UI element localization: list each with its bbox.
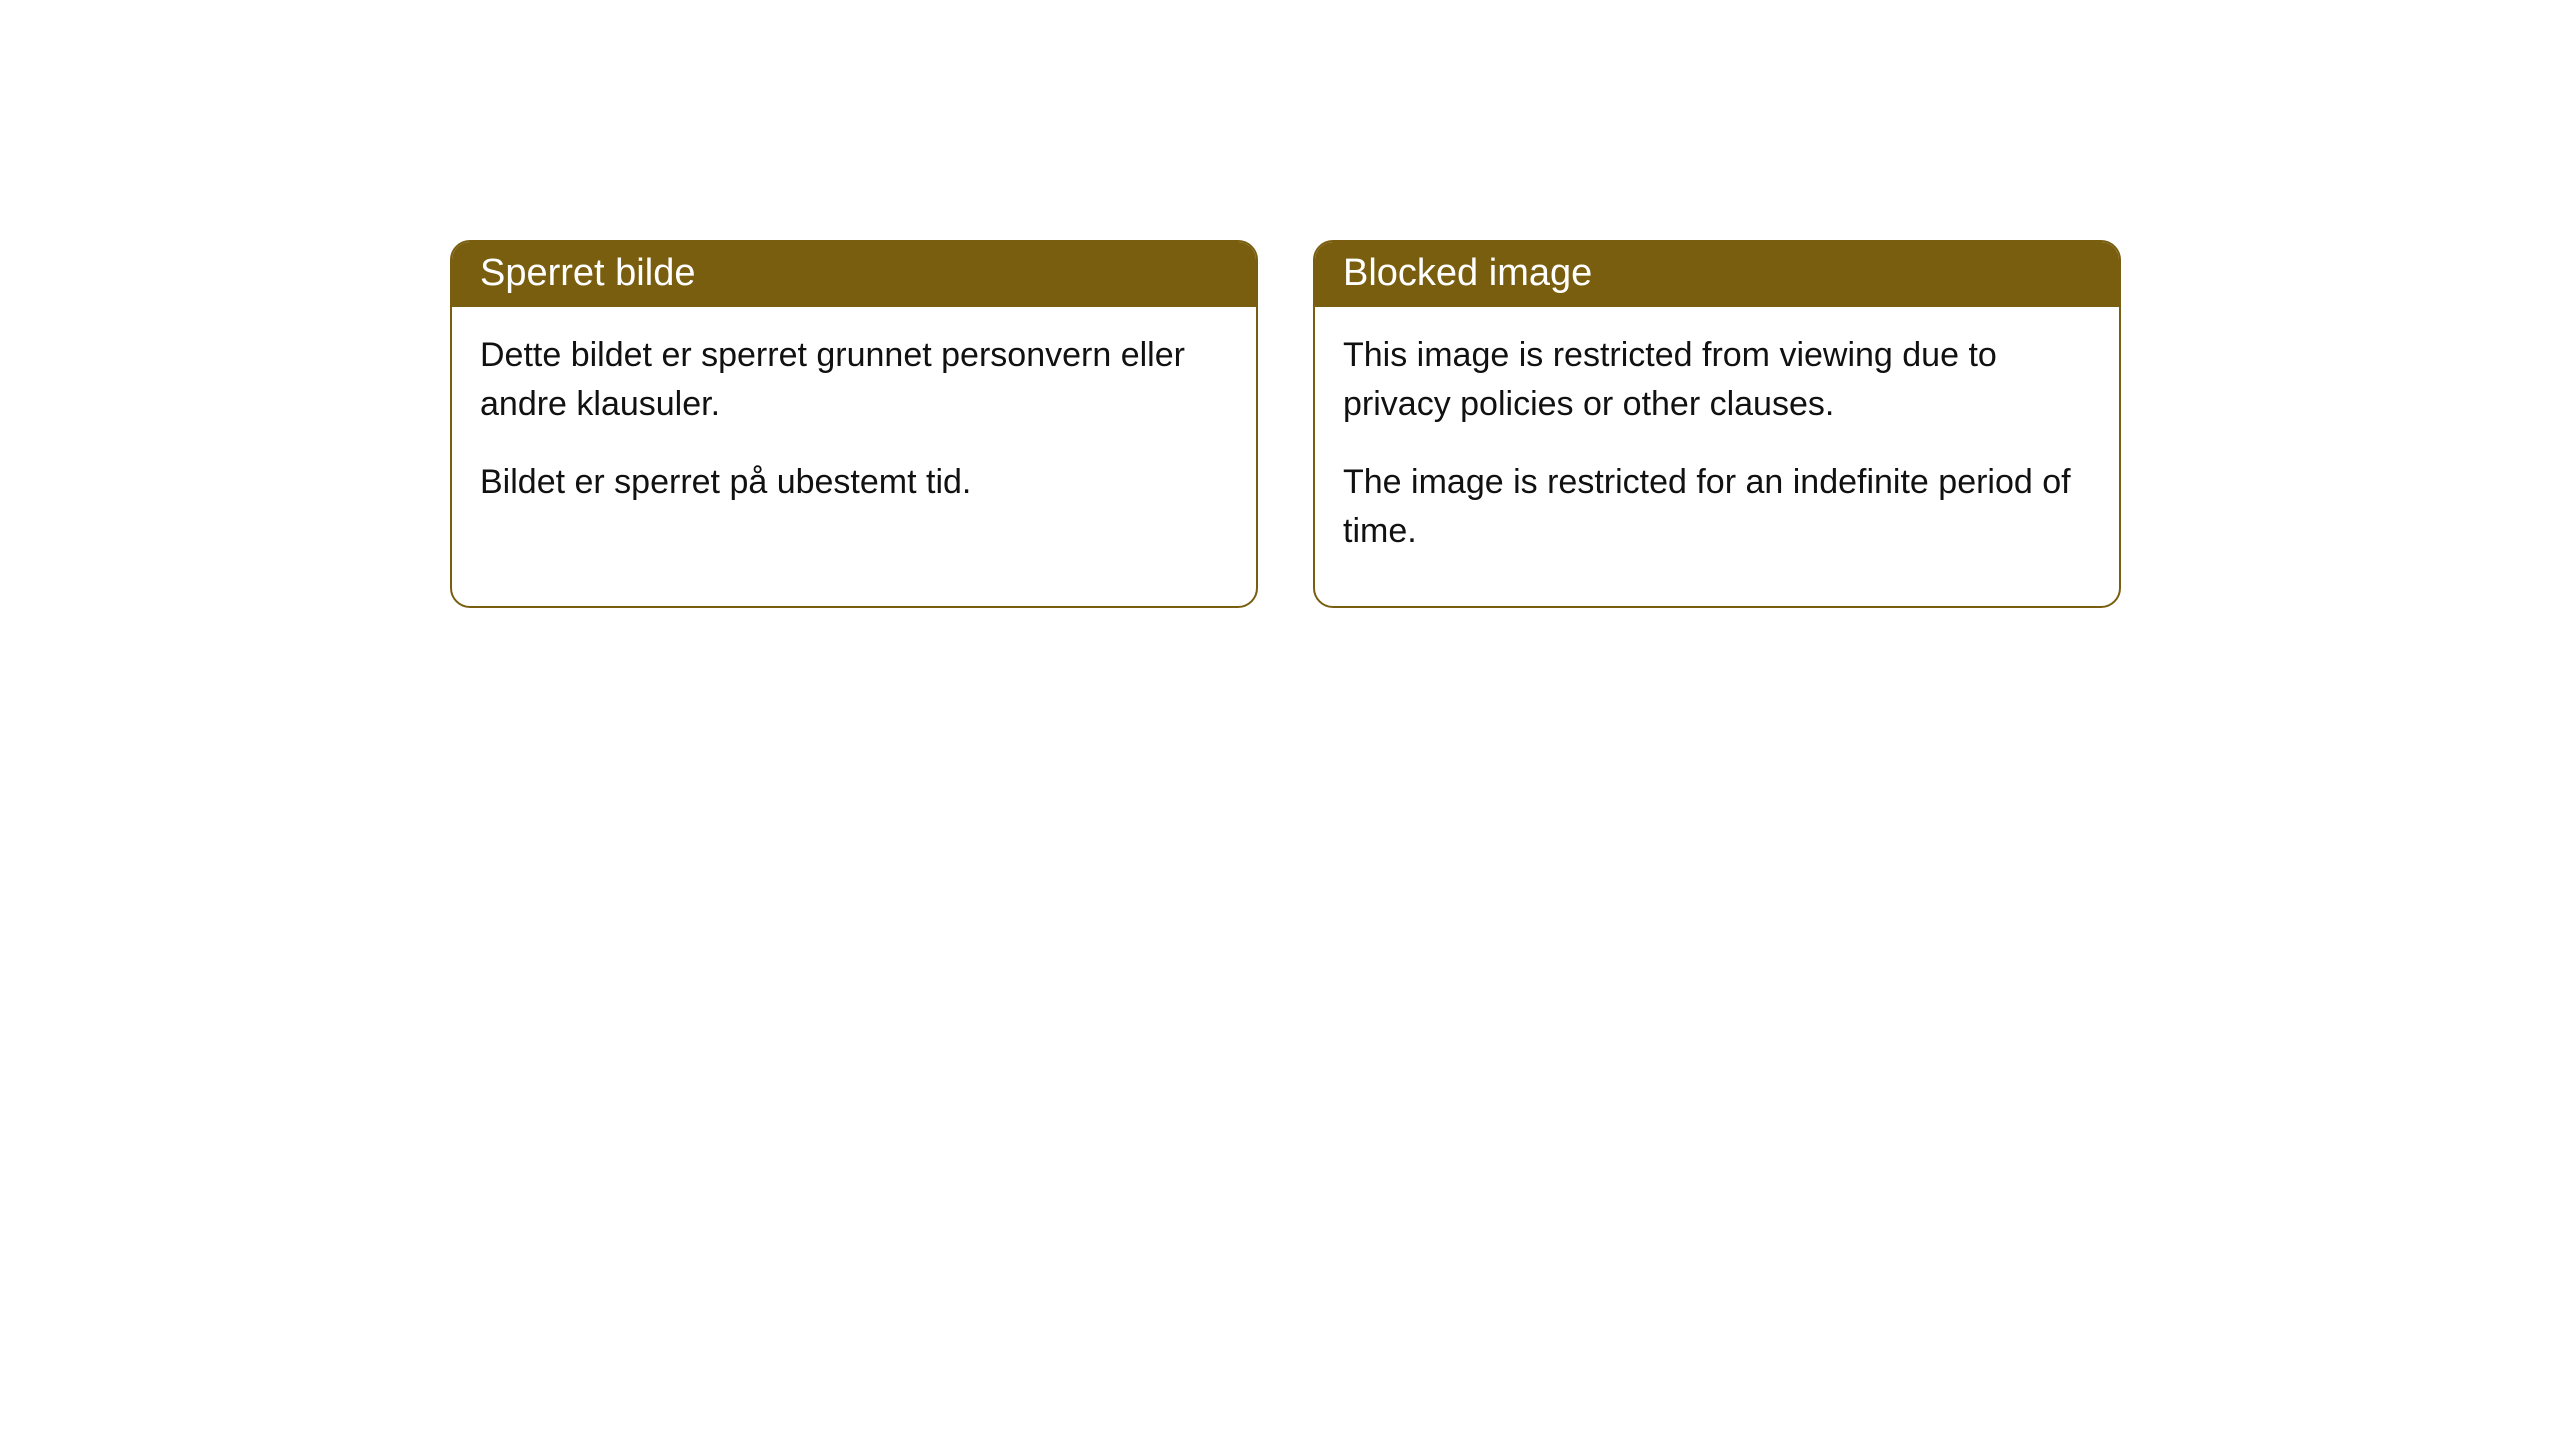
card-title: Blocked image [1343, 252, 1592, 294]
card-paragraph: The image is restricted for an indefinit… [1343, 458, 2091, 557]
card-body: Dette bildet er sperret grunnet personve… [452, 307, 1256, 557]
card-title: Sperret bilde [480, 252, 695, 294]
card-header: Sperret bilde [452, 242, 1256, 307]
card-paragraph: Bildet er sperret på ubestemt tid. [480, 458, 1228, 507]
card-paragraph: This image is restricted from viewing du… [1343, 331, 2091, 430]
card-header: Blocked image [1315, 242, 2119, 307]
cards-container: Sperret bilde Dette bildet er sperret gr… [0, 0, 2560, 608]
blocked-image-card-norwegian: Sperret bilde Dette bildet er sperret gr… [450, 240, 1258, 608]
card-body: This image is restricted from viewing du… [1315, 307, 2119, 606]
blocked-image-card-english: Blocked image This image is restricted f… [1313, 240, 2121, 608]
card-paragraph: Dette bildet er sperret grunnet personve… [480, 331, 1228, 430]
